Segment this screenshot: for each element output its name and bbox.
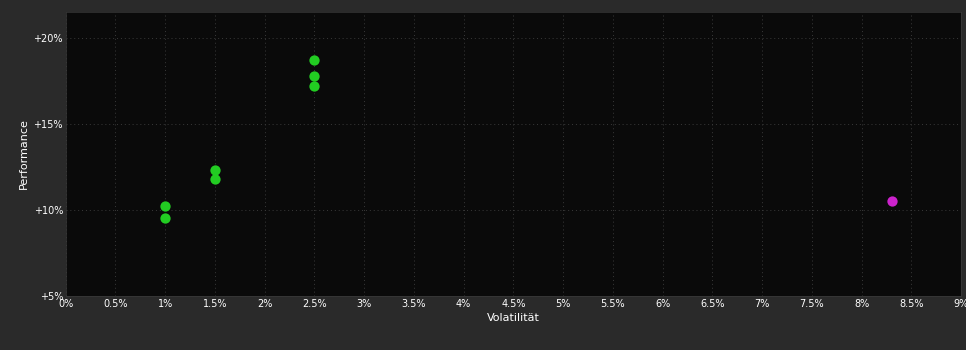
Point — [208, 168, 223, 173]
Point — [884, 198, 899, 204]
Point — [157, 204, 173, 209]
X-axis label: Volatilität: Volatilität — [487, 313, 540, 323]
Point — [307, 57, 323, 63]
Point — [208, 176, 223, 182]
Point — [157, 216, 173, 221]
Y-axis label: Performance: Performance — [19, 119, 29, 189]
Point — [307, 73, 323, 79]
Point — [307, 83, 323, 89]
